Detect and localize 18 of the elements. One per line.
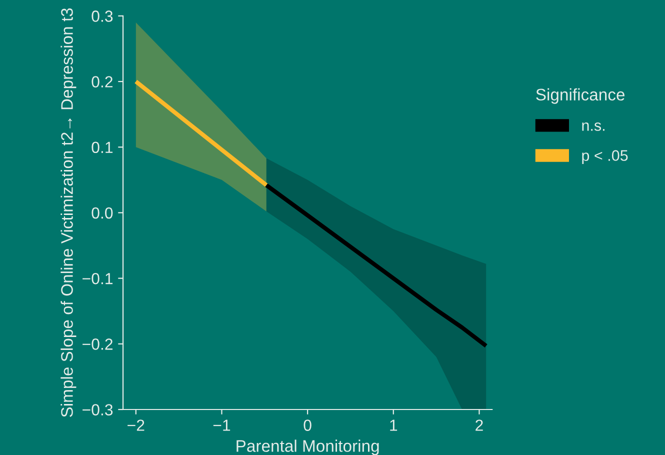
line-series	[264, 183, 488, 348]
x-tick-label: 1	[390, 420, 398, 431]
x-tick-label: −2	[128, 420, 144, 431]
y-tick-label: −0.3	[82, 404, 113, 416]
legend-label: p < .05	[582, 150, 628, 164]
legend-title: Significance	[536, 88, 625, 104]
y-tick-label: 0.0	[92, 207, 113, 219]
y-tick-label: 0.2	[92, 76, 113, 88]
x-tick-label: 0	[304, 420, 312, 431]
y-tick-label: 0.3	[92, 10, 113, 22]
legend-label: n.s.	[582, 122, 604, 131]
y-axis-title: Simple Slope of Online Victimization t2→ Depression t3	[60, 8, 76, 417]
y-tick-label: −0.2	[82, 338, 112, 350]
x-axis-title: Parental Monitoring	[236, 440, 379, 455]
x-tick-label: 2	[476, 420, 483, 431]
y-tick-label: 0.1	[92, 142, 113, 154]
x-tick-label: −1	[213, 420, 230, 431]
y-tick-label: −0.1	[82, 272, 113, 284]
